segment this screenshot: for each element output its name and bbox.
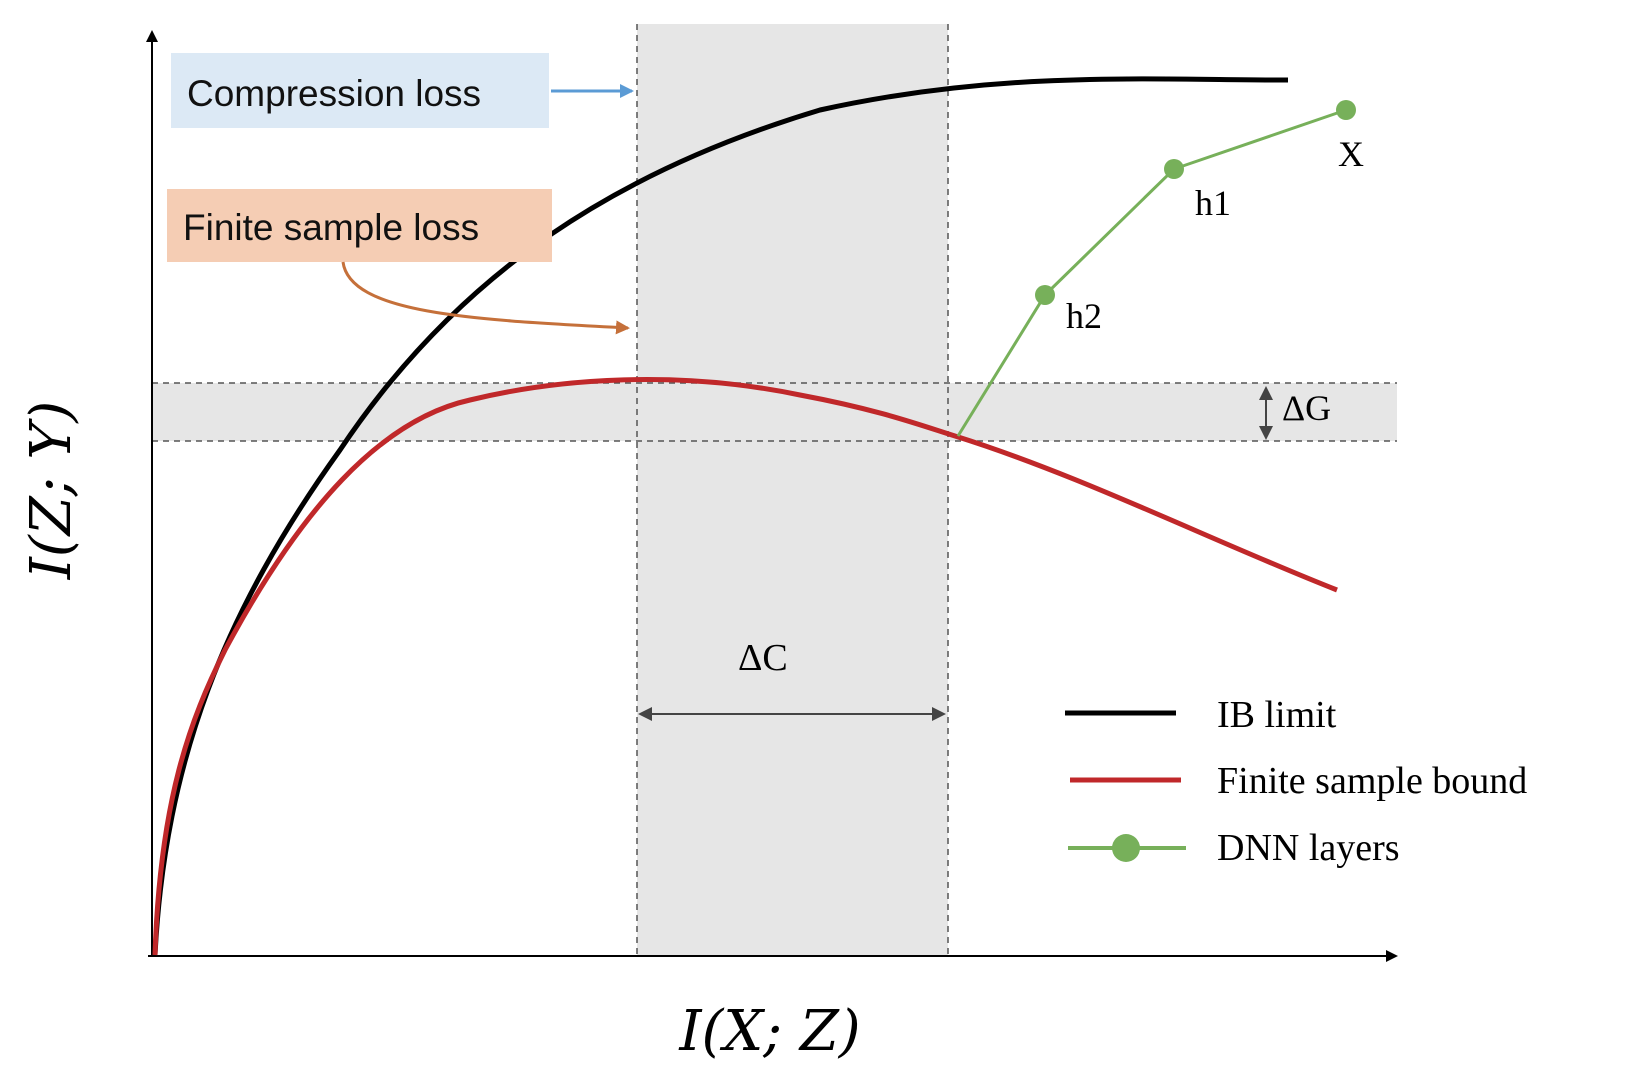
legend-label-ib-limit: IB limit <box>1217 694 1337 736</box>
y-axis-label: I(Z; Y) <box>19 401 84 580</box>
finite-sample-loss-box <box>167 189 552 262</box>
compression-loss-label: Compression loss <box>187 73 481 114</box>
compression-loss-box <box>171 53 549 128</box>
delta-c-label: ΔC <box>738 637 788 679</box>
legend-label-dnn-layers: DNN layers <box>1217 827 1400 869</box>
point-label-x: X <box>1338 134 1364 174</box>
point-label-h2: h2 <box>1066 296 1102 336</box>
x-axis-label: I(X; Z) <box>678 999 860 1064</box>
dnn-layers-line <box>956 108 1347 437</box>
dnn-point-h1 <box>1164 159 1184 179</box>
point-label-h1: h1 <box>1195 183 1231 223</box>
legend-marker-dnn-layers <box>1112 834 1140 862</box>
legend-label-finite-sample-bound: Finite sample bound <box>1217 760 1527 802</box>
compression-band <box>637 24 948 956</box>
dnn-point-x <box>1336 100 1356 120</box>
finite-sample-loss-arrow <box>341 261 630 335</box>
legend: IB limit Finite sample bound DNN layers <box>1065 694 1527 869</box>
finite-sample-bound-curve <box>152 377 1338 956</box>
finite-sample-loss-label: Finite sample loss <box>183 207 479 248</box>
dnn-point-h2 <box>1035 285 1055 305</box>
delta-g-label: ΔG <box>1282 388 1331 428</box>
